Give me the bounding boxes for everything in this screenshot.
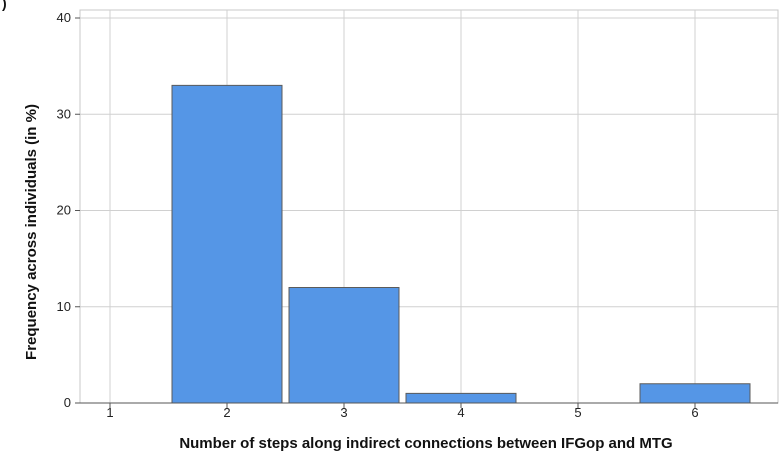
x-tick-label: 1 — [106, 405, 113, 420]
y-tick-label: 20 — [57, 203, 71, 218]
bar-2 — [171, 84, 283, 404]
x-tick-labels: 1 2 3 4 5 6 — [106, 405, 698, 420]
x-tick-label: 6 — [691, 405, 698, 420]
y-tick-label: 40 — [57, 10, 71, 25]
x-axis-label: Number of steps along indirect connectio… — [179, 435, 672, 452]
bar-3 — [288, 287, 400, 404]
x-tick-label: 5 — [574, 405, 581, 420]
x-tick-label: 4 — [457, 405, 464, 420]
y-tick-labels: 0 10 20 30 40 — [57, 10, 71, 410]
panel-label: ) — [2, 0, 7, 11]
y-axis-label: Frequency across individuals (in %) — [23, 104, 40, 360]
y-tick-label: 10 — [57, 299, 71, 314]
bar-6 — [639, 383, 751, 404]
x-tick-label: 3 — [340, 405, 347, 420]
bars — [171, 84, 751, 404]
y-tick-label: 30 — [57, 106, 71, 121]
bar-4 — [405, 392, 517, 404]
x-tick-label: 2 — [223, 405, 230, 420]
y-tick-label: 0 — [64, 395, 71, 410]
